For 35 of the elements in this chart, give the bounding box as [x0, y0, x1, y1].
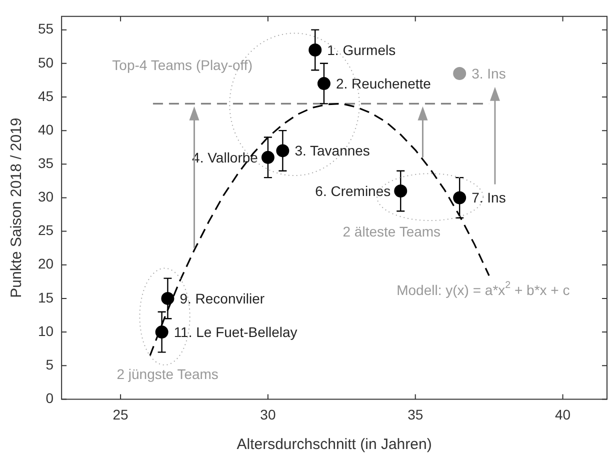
y-tick-label: 35: [38, 155, 54, 172]
x-tick-label: 35: [408, 406, 424, 422]
annotation: 1. Gurmels: [327, 42, 396, 58]
point: [317, 77, 330, 90]
point: [308, 43, 322, 56]
annotation: 11. Le Fuet-Bellelay: [174, 324, 298, 340]
x-tick-label: 40: [554, 406, 571, 422]
y-tick-label: 55: [38, 20, 54, 37]
annotation: 9. Reconvilier: [180, 290, 265, 306]
point: [453, 191, 466, 204]
annotation: Top-4 Teams (Play-off): [112, 56, 252, 73]
y-tick-label: 30: [38, 188, 54, 205]
point: [394, 184, 408, 198]
y-tick-label: 40: [38, 121, 54, 138]
annotation: 2 jüngste Teams: [116, 366, 218, 382]
x-axis-title: Altersdurchschnitt (in Jahren): [236, 436, 432, 454]
y-axis-title: Punkte Saison 2018 / 2019: [8, 118, 26, 298]
annotation: 2. Reuchenette: [336, 75, 432, 92]
y-tick-label: 45: [38, 88, 54, 104]
y-tick-label: 5: [46, 356, 54, 372]
annotation: 2 älteste Teams: [342, 224, 441, 240]
annotation: 6. Cremines: [315, 182, 391, 199]
annotation: 7. Ins: [472, 190, 506, 206]
point: [453, 66, 466, 80]
annotation: 3. Ins: [472, 65, 506, 82]
y-tick-label: 50: [38, 54, 54, 70]
annotation: 3. Tavannes: [294, 142, 370, 159]
x-tick-label: 30: [260, 406, 276, 422]
y-tick-label: 25: [38, 222, 54, 238]
y-tick-label: 20: [38, 256, 54, 272]
y-tick-label: 0: [46, 390, 54, 406]
x-tick-label: 25: [112, 406, 129, 422]
y-tick-label: 10: [38, 322, 54, 339]
y-tick-label: 15: [38, 289, 54, 306]
point: [261, 150, 274, 164]
